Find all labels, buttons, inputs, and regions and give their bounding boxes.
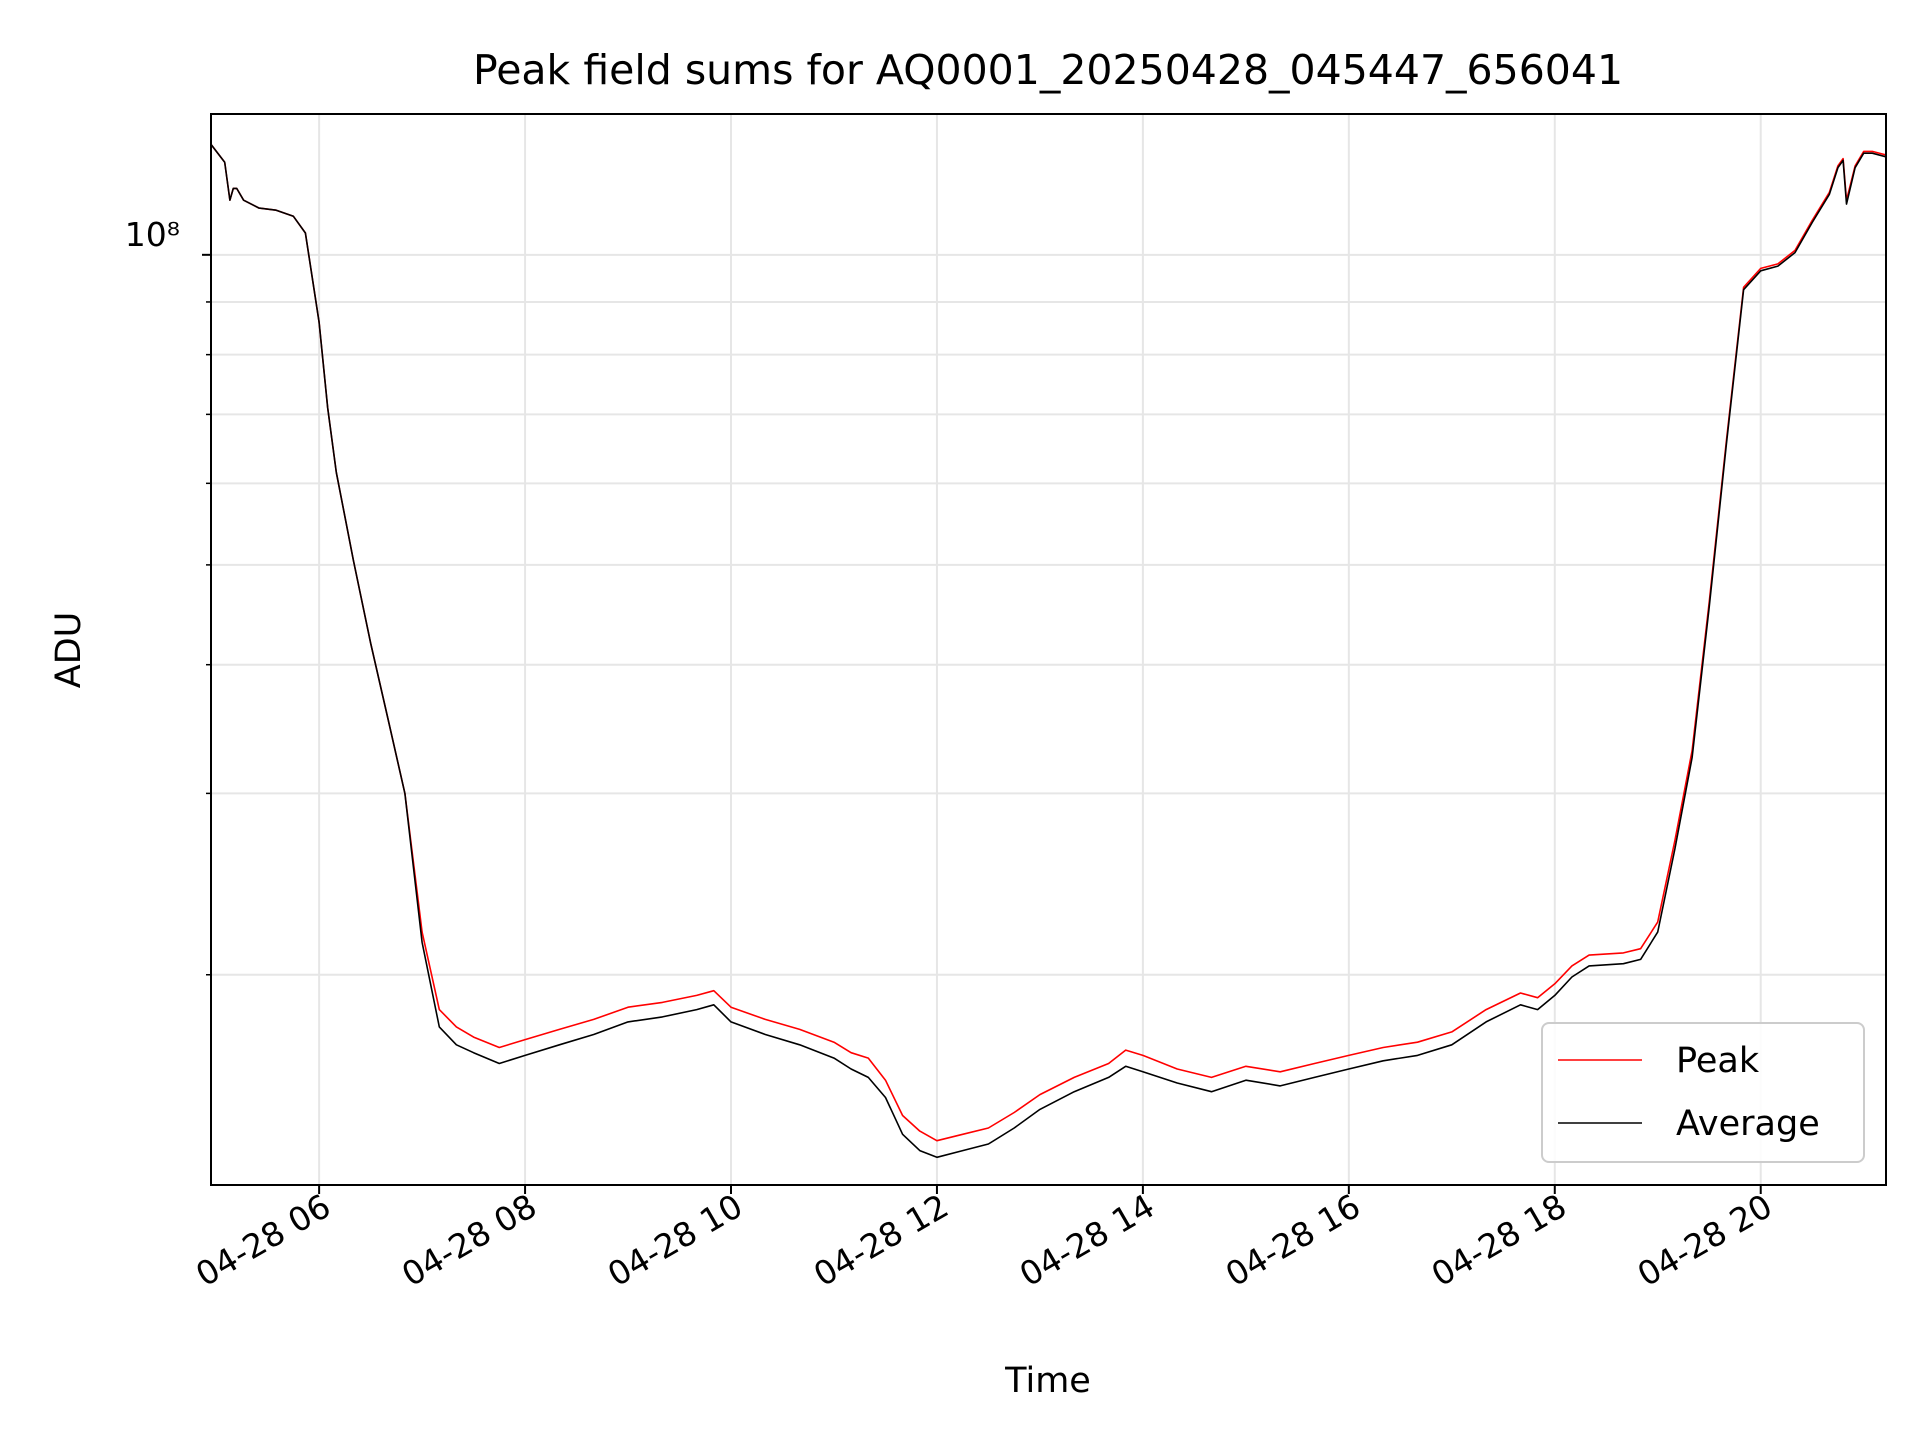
legend-box [1541, 1022, 1865, 1163]
legend-label-peak: Peak [1676, 1041, 1760, 1081]
y-axis-label: ADU [49, 612, 89, 689]
plot-frame [210, 113, 1887, 1186]
series-line-average [211, 143, 1886, 1159]
y-tick-label: 10⁸ [125, 215, 180, 254]
series-layer [211, 143, 1886, 1159]
x-axis-label: Time [1004, 1361, 1091, 1401]
legend: Peak Average [1541, 1022, 1865, 1163]
chart-title: Peak field sums for AQ0001_20250428_0454… [473, 46, 1623, 94]
grid-layer [211, 114, 1886, 1185]
legend-label-average: Average [1676, 1104, 1820, 1144]
